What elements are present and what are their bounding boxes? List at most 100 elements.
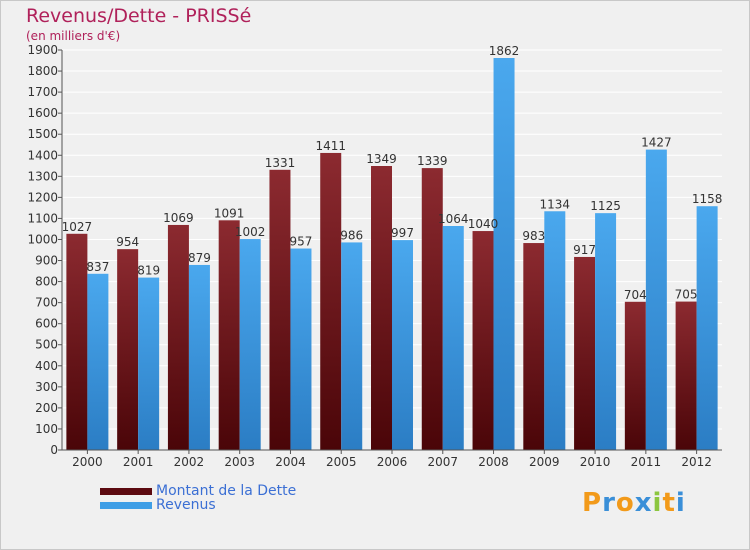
bar-dette [117, 249, 139, 450]
bar-revenus [493, 58, 515, 450]
data-label-revenus: 879 [188, 251, 211, 265]
data-label-revenus: 1134 [540, 197, 571, 211]
x-tick-label: 2001 [123, 455, 154, 469]
x-tick-label: 2009 [529, 455, 560, 469]
y-tick-label: 200 [35, 401, 58, 415]
logo-letter: i [652, 488, 663, 518]
y-tick-label: 900 [35, 254, 58, 268]
logo-letter: r [602, 488, 616, 518]
y-tick-label: 0 [50, 443, 58, 457]
logo-letter: i [675, 488, 686, 518]
bar-revenus [696, 206, 718, 450]
bar-dette [574, 256, 596, 450]
bar-dette [421, 168, 443, 450]
chart-subtitle: (en milliers d'€) [26, 29, 121, 43]
x-tick-label: 2002 [174, 455, 205, 469]
bar-dette [66, 233, 88, 450]
data-label-revenus: 1427 [641, 136, 672, 150]
x-tick-label: 2000 [72, 455, 103, 469]
bar-dette [472, 231, 494, 450]
data-label-dette: 1349 [366, 152, 397, 166]
bar-revenus [87, 273, 109, 450]
proxiti-logo: Proxiti [582, 488, 686, 518]
bar-revenus [188, 264, 210, 450]
data-label-revenus: 997 [391, 226, 414, 240]
legend-label-revenue: Revenus [156, 497, 216, 513]
legend-label-debt: Montant de la Dette [156, 483, 297, 499]
y-tick-label: 700 [35, 296, 58, 310]
y-tick-label: 600 [35, 317, 58, 331]
data-label-revenus: 986 [340, 228, 363, 242]
data-label-revenus: 957 [290, 235, 313, 249]
data-label-dette: 917 [573, 243, 596, 257]
logo-letter: x [634, 488, 653, 518]
bar-revenus [544, 211, 566, 450]
data-label-dette: 1069 [163, 211, 194, 225]
data-label-revenus: 1125 [590, 199, 621, 213]
x-tick-label: 2007 [427, 455, 458, 469]
x-tick-label: 2011 [631, 455, 662, 469]
y-tick-label: 1400 [27, 148, 58, 162]
y-tick-label: 300 [35, 380, 58, 394]
data-label-revenus: 1862 [489, 44, 520, 58]
data-label-revenus: 819 [137, 264, 160, 278]
bar-revenus [341, 242, 363, 450]
bar-dette [269, 169, 291, 450]
y-tick-label: 1600 [27, 106, 58, 120]
y-tick-label: 800 [35, 275, 58, 289]
y-tick-label: 1300 [27, 169, 58, 183]
bars [66, 58, 718, 450]
bar-revenus [645, 149, 667, 450]
y-tick-label: 1900 [27, 43, 58, 57]
bar-revenus [392, 240, 413, 450]
x-tick-label: 2008 [478, 455, 509, 469]
logo-letter: t [662, 488, 676, 518]
data-label-dette: 1040 [468, 217, 499, 231]
data-labels: 1027 837 954 819 1069 879 1091 1002 1331 957 1411 9… [62, 44, 723, 302]
legend-swatch-revenue [100, 502, 152, 509]
x-tick-label: 2006 [377, 455, 408, 469]
y-tick-label: 100 [35, 422, 58, 436]
bar-dette [167, 224, 189, 450]
data-label-dette: 705 [675, 288, 698, 302]
y-tick-label: 1500 [27, 127, 58, 141]
data-label-dette: 1091 [214, 206, 245, 220]
y-tick-label: 1000 [27, 232, 58, 246]
logo-letter: o [615, 488, 635, 518]
bar-dette [320, 152, 342, 450]
x-tick-label: 2005 [326, 455, 357, 469]
data-label-dette: 983 [522, 229, 545, 243]
logo-letter: P [582, 488, 603, 518]
y-tick-label: 1700 [27, 85, 58, 99]
legend-swatch-debt [100, 488, 152, 495]
x-tick-label: 2004 [275, 455, 306, 469]
data-label-dette: 1027 [62, 220, 93, 234]
bar-revenus [290, 248, 312, 450]
y-tick-label: 1100 [27, 211, 58, 225]
y-tick-label: 500 [35, 338, 58, 352]
bar-revenus [442, 226, 464, 450]
bar-dette [218, 220, 240, 450]
data-label-dette: 704 [624, 288, 647, 302]
y-tick-label: 1800 [27, 64, 58, 78]
bar-revenus [138, 277, 160, 450]
data-label-dette: 1411 [315, 139, 346, 153]
bar-dette [371, 166, 392, 450]
data-label-revenus: 1158 [692, 192, 723, 206]
data-label-revenus: 837 [86, 260, 109, 274]
bar-dette [675, 301, 697, 450]
axes: 0 100 200 300 400 500 600 700 800 900 1000 1100 1200… [27, 43, 722, 469]
data-label-revenus: 1064 [438, 212, 469, 226]
data-label-dette: 1331 [265, 156, 296, 170]
x-tick-label: 2003 [224, 455, 255, 469]
x-tick-label: 2010 [580, 455, 611, 469]
data-label-revenus: 1002 [235, 225, 266, 239]
data-label-dette: 954 [116, 235, 139, 249]
y-tick-label: 400 [35, 359, 58, 373]
chart-title: Revenus/Dette - PRISSé [26, 5, 252, 27]
x-tick-label: 2012 [681, 455, 712, 469]
bar-revenus [239, 239, 261, 450]
data-label-dette: 1339 [417, 154, 448, 168]
bar-dette [624, 301, 646, 450]
